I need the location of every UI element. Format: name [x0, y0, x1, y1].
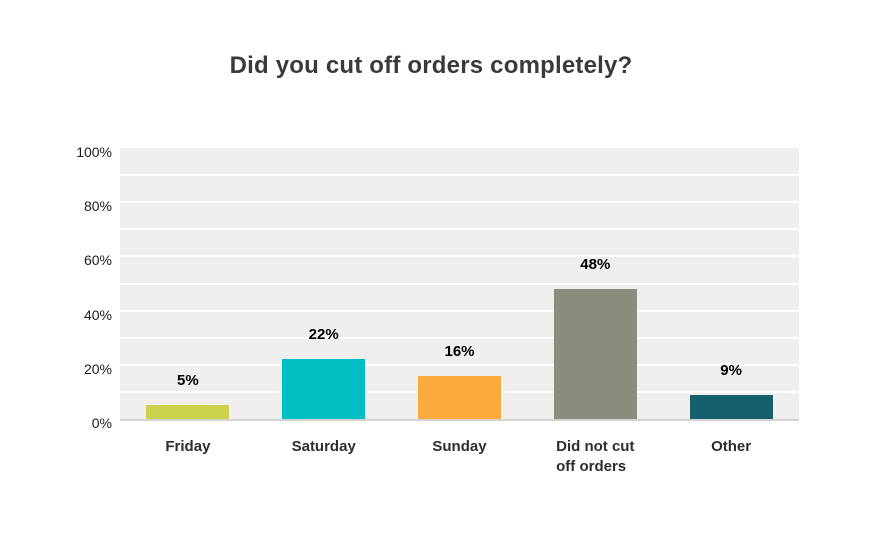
gridline — [120, 174, 799, 177]
x-category-label-text: Sunday — [432, 438, 487, 455]
chart-title: Did you cut off orders completely? — [229, 52, 633, 79]
bar — [146, 405, 230, 419]
gridline — [120, 201, 799, 204]
x-category-label-text: Other — [711, 438, 752, 455]
x-category-label: Did not cut off orders — [527, 437, 663, 477]
bar-value-label: 5% — [177, 372, 199, 390]
y-tick-label: 60% — [83, 252, 112, 269]
gridline — [120, 363, 799, 366]
x-category-label-text: Saturday — [291, 438, 356, 455]
bar-value-label: 9% — [720, 361, 742, 379]
bar — [418, 375, 501, 419]
bar — [689, 394, 773, 419]
gridline — [120, 309, 799, 312]
x-category-label: Saturday — [256, 437, 392, 457]
y-tick-label: 0% — [91, 415, 112, 431]
bar-value-label: 48% — [580, 255, 611, 273]
x-category-label-text: Friday — [165, 438, 211, 455]
bar — [553, 288, 637, 419]
y-tick-label: 100% — [76, 144, 112, 160]
y-tick-label: 80% — [83, 198, 112, 215]
gridline — [120, 228, 799, 231]
y-tick-label: 20% — [83, 360, 112, 377]
x-category-label: Other — [663, 437, 799, 457]
x-category-label-text: Did not cut off orders — [556, 438, 635, 475]
gridline — [120, 282, 799, 285]
y-tick-label: 40% — [83, 306, 112, 323]
x-category-label: Sunday — [392, 437, 528, 457]
gridline — [120, 336, 799, 339]
bar-value-label: 16% — [444, 342, 475, 360]
bar — [282, 359, 366, 419]
bar-value-label: 22% — [308, 326, 339, 344]
gridline — [120, 255, 799, 258]
x-category-label: Friday — [120, 437, 256, 457]
